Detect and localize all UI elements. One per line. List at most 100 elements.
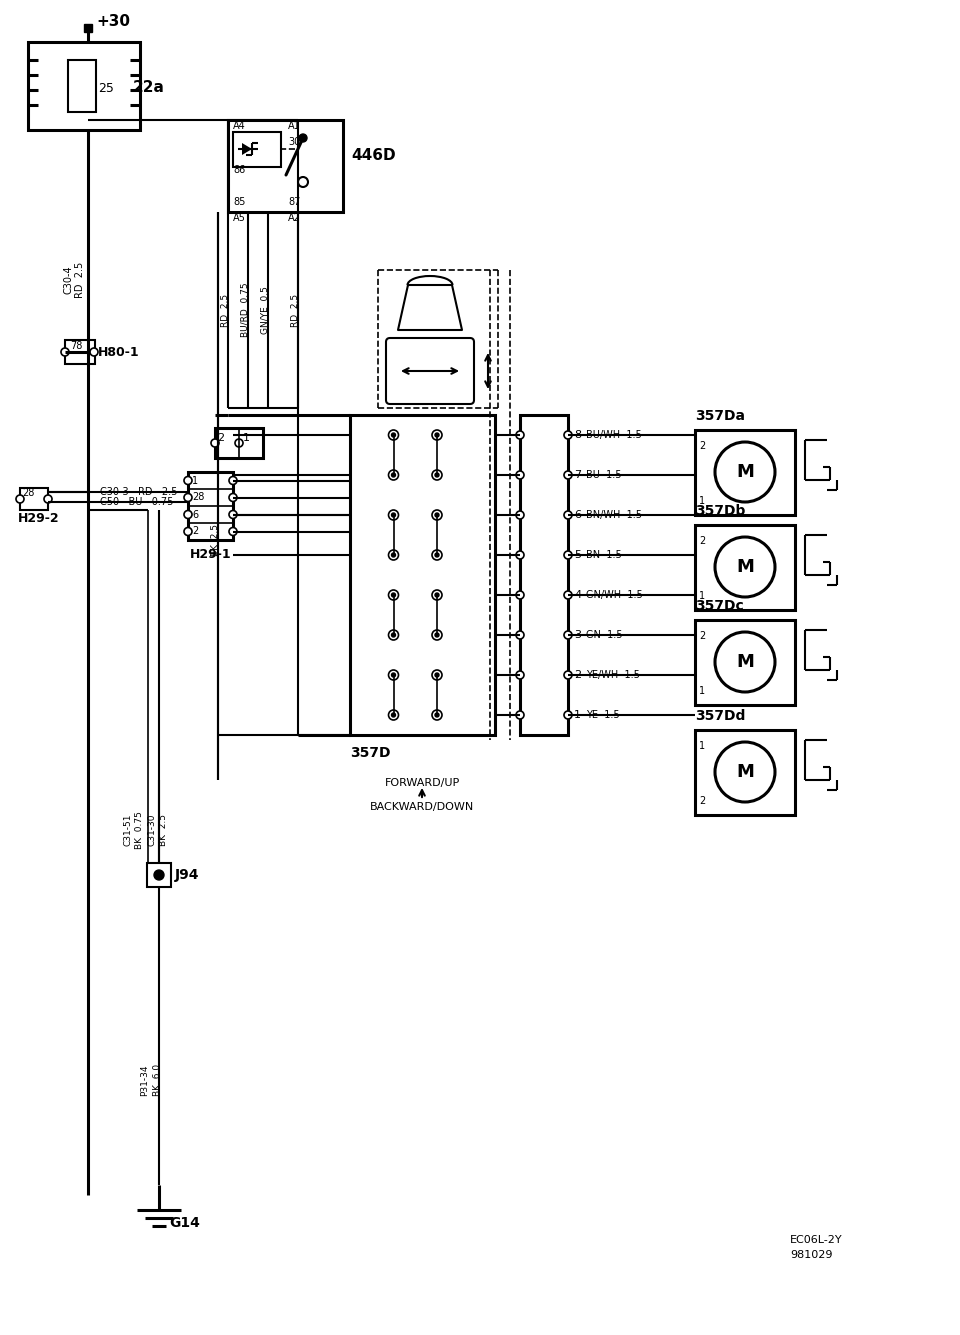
Text: 28: 28 — [22, 489, 35, 498]
Circle shape — [299, 134, 307, 142]
Bar — [695, 730, 795, 814]
Text: 28: 28 — [192, 493, 204, 502]
Text: 1: 1 — [699, 497, 706, 506]
Circle shape — [392, 513, 396, 517]
Bar — [695, 525, 795, 610]
Text: RD  2.5: RD 2.5 — [221, 294, 229, 327]
Text: 357Dc: 357Dc — [695, 599, 744, 613]
Circle shape — [435, 713, 439, 717]
Circle shape — [435, 473, 439, 477]
Circle shape — [516, 511, 524, 519]
Text: BU  1.5: BU 1.5 — [586, 470, 621, 481]
Text: 30: 30 — [288, 138, 300, 147]
Text: 446D: 446D — [351, 147, 396, 163]
Circle shape — [154, 870, 164, 880]
Circle shape — [435, 513, 439, 517]
Circle shape — [184, 510, 192, 518]
Text: BK  6.0: BK 6.0 — [153, 1064, 161, 1096]
Bar — [84, 24, 92, 32]
Circle shape — [298, 178, 308, 187]
Circle shape — [389, 670, 398, 680]
Bar — [28, 41, 140, 129]
Circle shape — [516, 712, 524, 720]
Text: 1: 1 — [699, 686, 706, 696]
Text: BU/RD  0.75: BU/RD 0.75 — [241, 283, 250, 338]
Text: 25: 25 — [98, 81, 114, 95]
Text: BN/WH  1.5: BN/WH 1.5 — [586, 510, 642, 521]
Text: 85: 85 — [233, 198, 246, 207]
Text: GN  1.5: GN 1.5 — [586, 630, 622, 639]
Circle shape — [564, 672, 572, 680]
Text: BK  2.5: BK 2.5 — [159, 814, 169, 846]
Circle shape — [61, 348, 69, 356]
Text: 2: 2 — [192, 526, 199, 537]
Circle shape — [432, 470, 442, 481]
Circle shape — [435, 553, 439, 557]
Text: 1: 1 — [699, 591, 706, 601]
Circle shape — [229, 477, 237, 485]
Circle shape — [389, 630, 398, 639]
Text: 357Da: 357Da — [695, 409, 745, 423]
Circle shape — [564, 591, 572, 599]
Bar — [233, 132, 281, 167]
Text: M: M — [736, 463, 754, 481]
Circle shape — [16, 495, 24, 503]
Text: BACKWARD/DOWN: BACKWARD/DOWN — [370, 802, 474, 812]
Circle shape — [389, 710, 398, 720]
Circle shape — [389, 510, 398, 521]
Circle shape — [229, 527, 237, 535]
FancyBboxPatch shape — [386, 338, 474, 405]
Text: 981029: 981029 — [790, 1250, 832, 1260]
Circle shape — [516, 431, 524, 439]
Text: 357Dd: 357Dd — [695, 709, 745, 724]
Text: H80-1: H80-1 — [98, 346, 139, 359]
Circle shape — [90, 348, 98, 356]
Bar — [147, 862, 171, 886]
Text: 4: 4 — [574, 590, 581, 599]
Bar — [215, 429, 263, 458]
Circle shape — [435, 433, 439, 437]
Circle shape — [715, 631, 775, 692]
Text: A2: A2 — [288, 214, 300, 223]
Circle shape — [389, 470, 398, 481]
Circle shape — [432, 550, 442, 559]
Text: H29-2: H29-2 — [18, 511, 60, 525]
Text: 1: 1 — [243, 433, 250, 443]
Circle shape — [392, 633, 396, 637]
Circle shape — [432, 430, 442, 441]
Bar — [520, 415, 568, 736]
Text: 2: 2 — [699, 535, 706, 546]
Circle shape — [184, 477, 192, 485]
Text: YE/WH  1.5: YE/WH 1.5 — [586, 670, 640, 680]
Circle shape — [435, 633, 439, 637]
Circle shape — [516, 551, 524, 559]
Text: G14: G14 — [169, 1216, 200, 1230]
Text: 2: 2 — [699, 441, 706, 451]
Circle shape — [516, 591, 524, 599]
Circle shape — [389, 550, 398, 559]
Bar — [350, 415, 495, 736]
Text: 7: 7 — [574, 470, 581, 481]
Circle shape — [564, 631, 572, 639]
Text: 22a: 22a — [133, 80, 165, 96]
Circle shape — [435, 593, 439, 597]
Text: C31-30: C31-30 — [148, 814, 156, 846]
Circle shape — [432, 510, 442, 521]
Circle shape — [435, 673, 439, 677]
Text: 1: 1 — [699, 741, 706, 752]
Circle shape — [184, 527, 192, 535]
Polygon shape — [242, 143, 252, 155]
Circle shape — [564, 551, 572, 559]
Text: 2: 2 — [217, 433, 224, 443]
Circle shape — [392, 473, 396, 477]
Text: 3: 3 — [574, 630, 581, 639]
Circle shape — [715, 537, 775, 597]
Circle shape — [432, 710, 442, 720]
Text: GN/YE  0.5: GN/YE 0.5 — [260, 286, 270, 334]
Text: EC06L-2Y: EC06L-2Y — [790, 1235, 843, 1246]
Circle shape — [432, 630, 442, 639]
Text: A5: A5 — [233, 214, 246, 223]
Circle shape — [392, 673, 396, 677]
Bar — [188, 473, 233, 539]
Text: 6: 6 — [574, 510, 581, 521]
